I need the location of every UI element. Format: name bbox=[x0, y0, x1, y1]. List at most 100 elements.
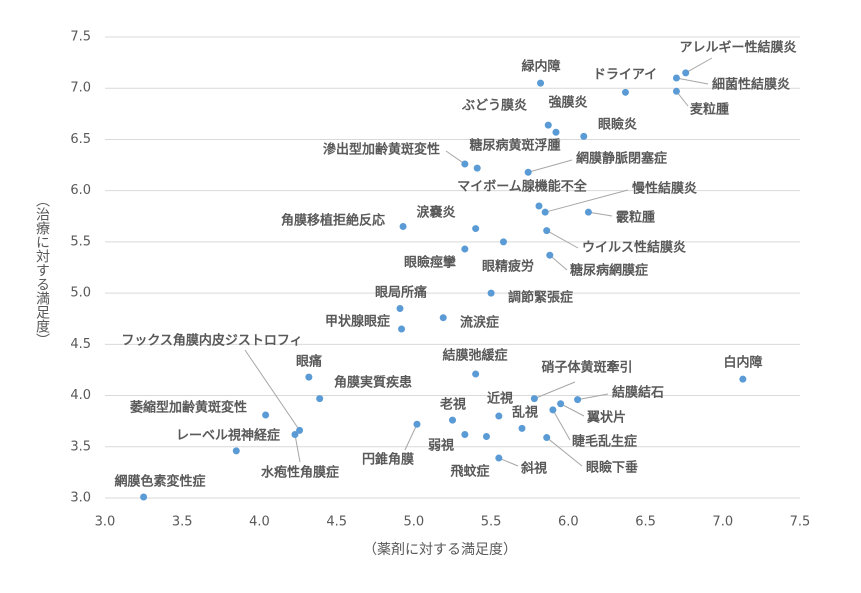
point bbox=[543, 434, 551, 442]
point-label: 翼状片 bbox=[586, 410, 626, 426]
point-label: 糖尿病黄斑浮腫 bbox=[469, 138, 560, 154]
leader-line bbox=[549, 254, 568, 271]
point bbox=[739, 375, 747, 383]
point bbox=[543, 227, 551, 235]
point bbox=[552, 128, 560, 136]
point bbox=[296, 426, 304, 434]
point-label: 角膜移植拒絶反応 bbox=[281, 213, 385, 229]
point bbox=[672, 74, 680, 82]
point bbox=[262, 411, 270, 419]
point-label: 眼瞼下垂 bbox=[586, 460, 638, 476]
point bbox=[461, 245, 469, 253]
point bbox=[541, 208, 549, 216]
point-label: 硝子体黄斑牽引 bbox=[541, 360, 632, 376]
point-label: 眼痛 bbox=[296, 354, 322, 370]
point-label: ウイルス性結膜炎 bbox=[582, 240, 686, 256]
y-tick-label: 4.5 bbox=[70, 337, 91, 352]
point bbox=[584, 208, 592, 216]
point bbox=[518, 424, 526, 432]
point bbox=[672, 87, 680, 95]
point bbox=[495, 454, 503, 462]
leader-line bbox=[545, 189, 629, 213]
point-label: 萎縮型加齢黄斑変性 bbox=[129, 400, 247, 416]
point bbox=[482, 433, 490, 441]
leader-line bbox=[676, 77, 709, 85]
x-tick-label: 4.0 bbox=[249, 515, 270, 530]
point-label: 網膜色素変性症 bbox=[114, 474, 205, 490]
point-label: 斜視 bbox=[520, 461, 547, 477]
point bbox=[232, 447, 240, 455]
x-tick-label: 5.5 bbox=[481, 515, 502, 530]
x-tick-label: 5.0 bbox=[404, 515, 425, 530]
point-label: 乱視 bbox=[512, 405, 538, 421]
y-tick-label: 5.0 bbox=[70, 286, 91, 301]
point bbox=[396, 304, 404, 312]
point-label: 老視 bbox=[439, 397, 466, 413]
leader-line bbox=[546, 230, 579, 249]
leader-line bbox=[552, 409, 571, 441]
point bbox=[524, 168, 532, 176]
point-label: 涙嚢炎 bbox=[416, 205, 455, 221]
x-tick-label: 6.5 bbox=[635, 515, 656, 530]
point bbox=[461, 430, 469, 438]
point bbox=[398, 325, 406, 333]
point bbox=[487, 289, 495, 297]
point-label: 網膜静脈閉塞症 bbox=[576, 151, 667, 167]
y-tick-label: 3.5 bbox=[70, 439, 91, 454]
point-label: 眼瞼痙攣 bbox=[404, 255, 456, 271]
point-label: マイボーム腺機能不全 bbox=[457, 179, 588, 195]
point-label: 水疱性角膜症 bbox=[261, 465, 339, 481]
point-label: 緑内障 bbox=[521, 59, 560, 75]
x-axis-title: （薬剤に対する満足度） bbox=[363, 542, 517, 558]
point-label: 飛蚊症 bbox=[449, 464, 489, 480]
point bbox=[472, 370, 480, 378]
point-label: 甲状腺眼症 bbox=[325, 314, 390, 330]
y-tick-label: 6.5 bbox=[70, 132, 91, 147]
x-tick-label: 3.5 bbox=[172, 515, 193, 530]
point bbox=[439, 314, 447, 322]
point-label: 霰粒腫 bbox=[616, 210, 655, 226]
point bbox=[495, 412, 503, 420]
x-tick-label: 6.0 bbox=[558, 515, 579, 530]
x-tick-label: 3.0 bbox=[95, 515, 116, 530]
point-label: 眼瞼炎 bbox=[598, 117, 637, 133]
point bbox=[621, 88, 629, 96]
leader-line bbox=[577, 393, 609, 401]
point-label: 弱視 bbox=[428, 438, 454, 454]
point bbox=[499, 238, 507, 246]
point bbox=[530, 395, 538, 403]
point-label: 調節緊張症 bbox=[508, 290, 573, 306]
leader-line bbox=[534, 381, 576, 400]
y-tick-label: 7.0 bbox=[70, 81, 91, 96]
point bbox=[291, 430, 299, 438]
point-label: 結膜弛緩症 bbox=[442, 348, 507, 364]
leader-line bbox=[528, 159, 573, 173]
y-tick-label: 7.5 bbox=[70, 30, 91, 45]
point-label: 円錐角膜 bbox=[362, 452, 414, 468]
point bbox=[413, 420, 421, 428]
leader-line bbox=[560, 403, 585, 417]
leader-line bbox=[244, 349, 301, 431]
point-label: 眼局所痛 bbox=[375, 285, 427, 301]
point bbox=[473, 164, 481, 172]
point bbox=[544, 121, 552, 129]
y-tick-label: 5.5 bbox=[70, 234, 91, 249]
point-label: アレルギー性結膜炎 bbox=[679, 40, 796, 56]
leader-line bbox=[294, 434, 301, 463]
point bbox=[574, 396, 582, 404]
leader-line bbox=[588, 211, 613, 217]
point-label: ぶどう膜炎 bbox=[461, 98, 527, 114]
point bbox=[537, 79, 545, 87]
point-label: 白内障 bbox=[723, 355, 762, 371]
point bbox=[472, 225, 480, 233]
point bbox=[557, 400, 565, 408]
point-label: フックス角膜内皮ジストロフィ bbox=[121, 333, 302, 349]
point-label: 滲出型加齢黄斑変性 bbox=[323, 142, 440, 158]
point bbox=[580, 132, 588, 140]
point-label: 結膜結石 bbox=[612, 385, 664, 401]
leader-line bbox=[445, 150, 466, 165]
y-axis-title: （治療に対する満足度） bbox=[34, 193, 50, 347]
x-tick-label: 7.5 bbox=[790, 515, 811, 530]
point-label: 慢性結膜炎 bbox=[632, 181, 697, 197]
